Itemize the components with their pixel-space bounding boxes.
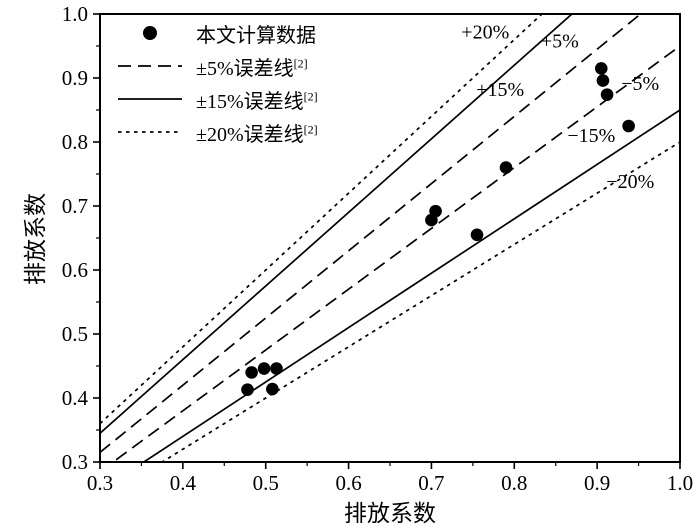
x-axis-title: 排放系数 bbox=[344, 501, 436, 523]
y-tick-label: 1.0 bbox=[62, 2, 88, 26]
legend-item-data-points: 本文计算数据 bbox=[116, 20, 318, 47]
ref-line-label-−15%: −15% bbox=[567, 125, 615, 147]
x-tick-label: 0.3 bbox=[87, 471, 113, 495]
legend-label: ±15%误差线[2] bbox=[196, 85, 318, 114]
y-tick-label: 0.6 bbox=[62, 258, 88, 282]
legend-label: ±20%误差线[2] bbox=[196, 118, 318, 147]
y-tick-label: 0.9 bbox=[62, 66, 88, 90]
legend-label: 本文计算数据 bbox=[196, 24, 316, 47]
x-tick-label: 0.7 bbox=[418, 471, 444, 495]
y-tick-label: 0.5 bbox=[62, 322, 88, 346]
x-tick-label: 0.9 bbox=[584, 471, 610, 495]
x-tick-label: 0.5 bbox=[253, 471, 279, 495]
data-point bbox=[499, 161, 513, 174]
data-point bbox=[266, 382, 279, 396]
legend-label-text: ±5%误差线 bbox=[196, 57, 294, 80]
legend-citation: [2] bbox=[303, 88, 318, 103]
ref-line-−20% bbox=[160, 141, 680, 462]
legend-item-15pct-line: ±15%误差线[2] bbox=[116, 85, 318, 114]
ref-line-+5% bbox=[100, 14, 642, 454]
y-axis-title: 排放系数 bbox=[23, 193, 48, 285]
legend: 本文计算数据 ±5%误差线[2] ±15%误差线[2] ±20%误差线[2] bbox=[116, 20, 318, 147]
solid-line-icon bbox=[116, 89, 184, 109]
ref-line-+20% bbox=[100, 14, 544, 425]
x-tick-label: 1.0 bbox=[667, 471, 693, 495]
ref-line-label-+15%: +15% bbox=[476, 79, 524, 101]
y-tick-label: 0.8 bbox=[62, 130, 88, 154]
legend-label-text: ±20%误差线 bbox=[196, 123, 304, 146]
data-point bbox=[594, 62, 608, 75]
legend-item-20pct-line: ±20%误差线[2] bbox=[116, 118, 318, 147]
legend-citation: [2] bbox=[303, 121, 318, 136]
ref-line-label-−5%: −5% bbox=[621, 73, 659, 95]
dot-marker-icon bbox=[116, 23, 184, 43]
legend-label-text: ±15%误差线 bbox=[196, 90, 304, 113]
ref-line-label-+20%: +20% bbox=[461, 21, 509, 43]
data-point bbox=[257, 362, 271, 375]
data-point bbox=[622, 119, 635, 133]
x-tick-label: 0.6 bbox=[335, 471, 361, 495]
ref-line-label-+5%: +5% bbox=[541, 30, 579, 52]
data-point bbox=[429, 204, 442, 218]
short-dash-line-icon bbox=[116, 122, 184, 142]
x-tick-label: 0.8 bbox=[501, 471, 527, 495]
y-tick-label: 0.4 bbox=[62, 386, 89, 410]
data-point bbox=[470, 228, 484, 242]
data-point bbox=[270, 362, 283, 375]
ref-line-label-−20%: −20% bbox=[606, 171, 654, 193]
ref-line-−15% bbox=[142, 109, 680, 462]
legend-citation: [2] bbox=[293, 55, 308, 70]
data-point bbox=[600, 88, 614, 101]
legend-label: ±5%误差线[2] bbox=[196, 52, 308, 81]
x-tick-label: 0.4 bbox=[170, 471, 197, 495]
ref-line-+15% bbox=[100, 14, 574, 434]
data-point bbox=[241, 383, 254, 396]
data-point bbox=[596, 74, 610, 87]
y-tick-label: 0.7 bbox=[62, 194, 88, 218]
legend-item-5pct-line: ±5%误差线[2] bbox=[116, 52, 318, 81]
long-dash-line-icon bbox=[116, 56, 184, 76]
data-point bbox=[245, 366, 258, 379]
y-tick-label: 0.3 bbox=[62, 450, 88, 474]
